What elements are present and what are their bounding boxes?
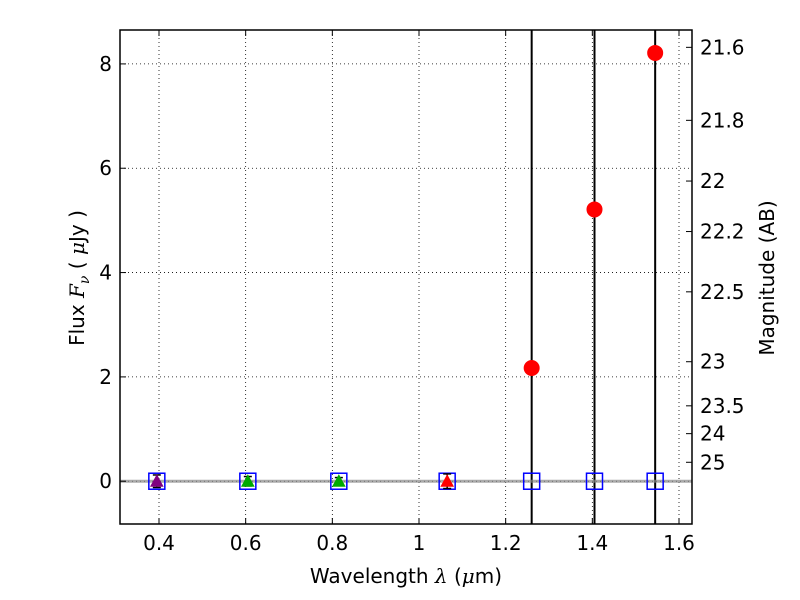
x-axis-title: Wavelength λ (μm) (310, 564, 502, 588)
magnitude-tick-label: 23 (700, 350, 725, 374)
model-square-point (239, 472, 257, 490)
y-tick-label: 8 (99, 52, 112, 76)
magnitude-tick-label: 21.8 (700, 108, 745, 132)
model-square-point (585, 472, 604, 490)
magnitude-tick-label: 24 (700, 422, 725, 446)
optical-triangle-point (149, 474, 164, 487)
optical-triangle-point (331, 474, 346, 487)
detection-point (586, 201, 603, 218)
x-tick-label: 1.4 (576, 531, 608, 555)
model-square-point (522, 472, 541, 490)
magnitude-tick-label: 25 (700, 450, 725, 474)
magnitude-tick-label: 22.2 (700, 220, 745, 244)
x-tick-label: 1.6 (663, 531, 695, 555)
magnitude-tick-label: 21.6 (700, 35, 745, 59)
model-square-point (330, 472, 348, 490)
magnitude-axis-title: Magnitude (AB) (755, 200, 779, 355)
magnitude-tick-label: 23.5 (700, 394, 745, 418)
optical-triangle-point (240, 474, 255, 487)
magnitude-tick-label: 22 (700, 169, 725, 193)
y-tick-label: 6 (99, 156, 112, 180)
x-tick-label: 1 (413, 531, 426, 555)
vertical-lines (530, 30, 657, 524)
x-tick-label: 0.4 (143, 531, 175, 555)
detection-point (523, 360, 540, 377)
optical-triangle-point (440, 474, 455, 487)
x-tick-label: 1.2 (490, 531, 522, 555)
y-tick-label: 4 (99, 261, 112, 285)
axis-ticks: 0.4 0.6 0.8 1 1.2 1.4 1.60246821.621.82222.222… (99, 30, 745, 555)
y-axis-title: Flux Fν ( μJy ) (65, 210, 93, 346)
plot-frame (119, 29, 693, 525)
model-square-point (148, 472, 166, 490)
magnitude-tick-label: 22.5 (700, 280, 745, 304)
y-tick-label: 2 (99, 365, 112, 389)
x-tick-label: 0.8 (316, 531, 348, 555)
x-tick-label: 0.6 (230, 531, 262, 555)
model-square-point (646, 472, 664, 490)
detection-point (647, 44, 664, 61)
y-tick-label: 0 (99, 469, 112, 493)
data-marks (148, 44, 664, 490)
